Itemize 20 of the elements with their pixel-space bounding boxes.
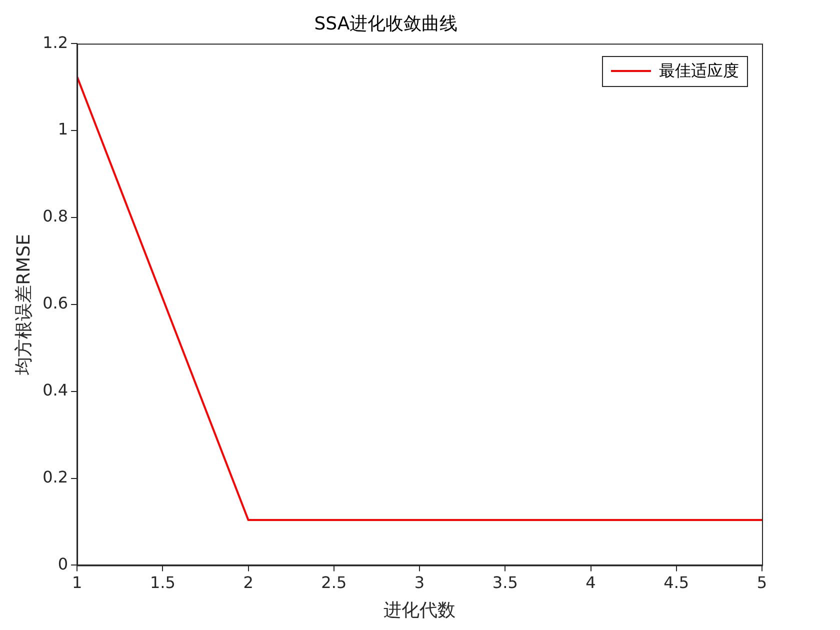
y-tick-label: 0 [58,554,68,574]
x-tick-label: 3.5 [492,572,518,592]
y-axis-title: 均方根误差RMSE [13,234,34,376]
y-tick-label: 0.8 [42,206,68,226]
x-tick-label: 3 [414,572,425,592]
x-tick-label: 1 [72,572,82,592]
x-tick-label: 1.5 [150,572,176,592]
x-tick-label: 4.5 [664,572,690,592]
x-tick-label: 2 [243,572,254,592]
y-tick-label: 1 [58,120,68,139]
y-tick-label: 0.4 [42,380,68,400]
chart-title: SSA进化收敛曲线 [314,13,458,34]
x-tick-label: 4 [586,572,596,592]
x-tick-label: 2.5 [321,572,347,592]
y-tick-label: 1.2 [42,32,68,52]
y-tick-label: 0.6 [42,294,68,313]
x-axis-title: 进化代数 [384,600,456,621]
y-tick-label: 0.2 [42,467,68,486]
legend-label: 最佳适应度 [659,60,739,82]
x-tick-label: 5 [756,572,768,592]
